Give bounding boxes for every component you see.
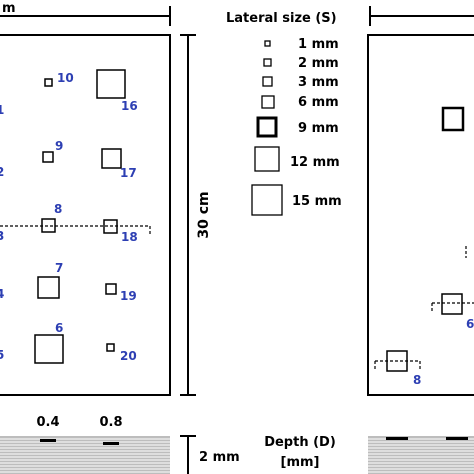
legend-label-15mm: 15 mm [292,194,342,209]
defect-16-square [96,69,126,99]
right-cross-section [368,436,474,474]
right-defect-6-square [441,293,463,315]
legend-square-2mm [263,58,272,67]
depth-label-line2: [mm] [281,455,320,470]
depth-marker-0 [40,439,56,442]
right-defect-bold-square [441,106,465,132]
right-defect-8-square [386,350,408,372]
thickness-label: 2 mm [199,450,240,465]
left-cross-section [0,436,170,474]
depth-tick-0: 0.4 [36,415,59,430]
legend-label-2mm: 2 mm [298,56,339,71]
legend-square-12mm [254,146,280,172]
right-defect-8-label: 8 [413,373,421,387]
defect-19-square [105,283,117,295]
right-defect-6-label: 6 [466,317,474,331]
depth-tick-1: 0.8 [99,415,122,430]
defect-7-label: 7 [55,261,63,275]
defect-9-label: 9 [55,139,63,153]
defect-18-label: 18 [121,230,138,244]
defect-8-square [41,218,56,233]
right-plate [367,34,474,396]
height-label: 30 cm [196,191,212,238]
defect-6-label: 6 [55,321,63,335]
cutoff-label-1: 1 [0,103,4,117]
legend-label-6mm: 6 mm [298,95,339,110]
defect-20-square [106,343,115,352]
defect-6-square [34,334,64,364]
cutoff-label-4: 4 [0,287,4,301]
legend-label-1mm: 1 mm [298,37,339,52]
height-dimension: 30 cm [180,34,212,396]
defect-10-square [44,78,53,87]
defect-9-square [42,151,54,163]
depth-marker-1 [103,442,119,445]
top-dimension: m [0,1,171,26]
thickness-dimension: 2 mm [180,435,240,474]
top-dimension-label: m [2,1,16,16]
legend-square-9mm [256,116,278,138]
defect-17-square [101,148,122,169]
right-depth-marker-0 [386,437,408,440]
legend: Lateral size (S) 1 mm 2 mm 3 mm 6 mm 9 m… [226,11,342,216]
legend-square-3mm [262,76,273,87]
legend-label-3mm: 3 mm [298,75,339,90]
right-top-dimension [369,6,474,26]
defect-10-label: 10 [57,71,74,85]
defect-16-label: 16 [121,99,138,113]
right-depth-marker-1 [446,437,468,440]
cutoff-label-5: 5 [0,348,4,362]
defect-18-square [103,219,118,234]
right-defects: 6 8 [374,106,474,387]
defect-7-square [37,276,60,299]
legend-label-12mm: 12 mm [290,155,340,170]
cutoff-label-3: 3 [0,229,4,243]
legend-square-15mm [251,184,283,216]
defect-17-label: 17 [120,166,137,180]
depth-label-line1: Depth (D) [264,435,336,450]
left-defects: 10 16 9 17 8 18 7 19 6 20 1 2 3 4 5 [0,69,151,364]
defect-19-label: 19 [120,289,137,303]
legend-square-1mm [264,40,271,47]
legend-label-9mm: 9 mm [298,121,339,136]
legend-title: Lateral size (S) [226,11,337,26]
defect-20-label: 20 [120,349,137,363]
defect-8-label: 8 [54,202,62,216]
legend-square-6mm [261,95,275,109]
cutoff-label-2: 2 [0,165,4,179]
left-plate [0,34,171,396]
